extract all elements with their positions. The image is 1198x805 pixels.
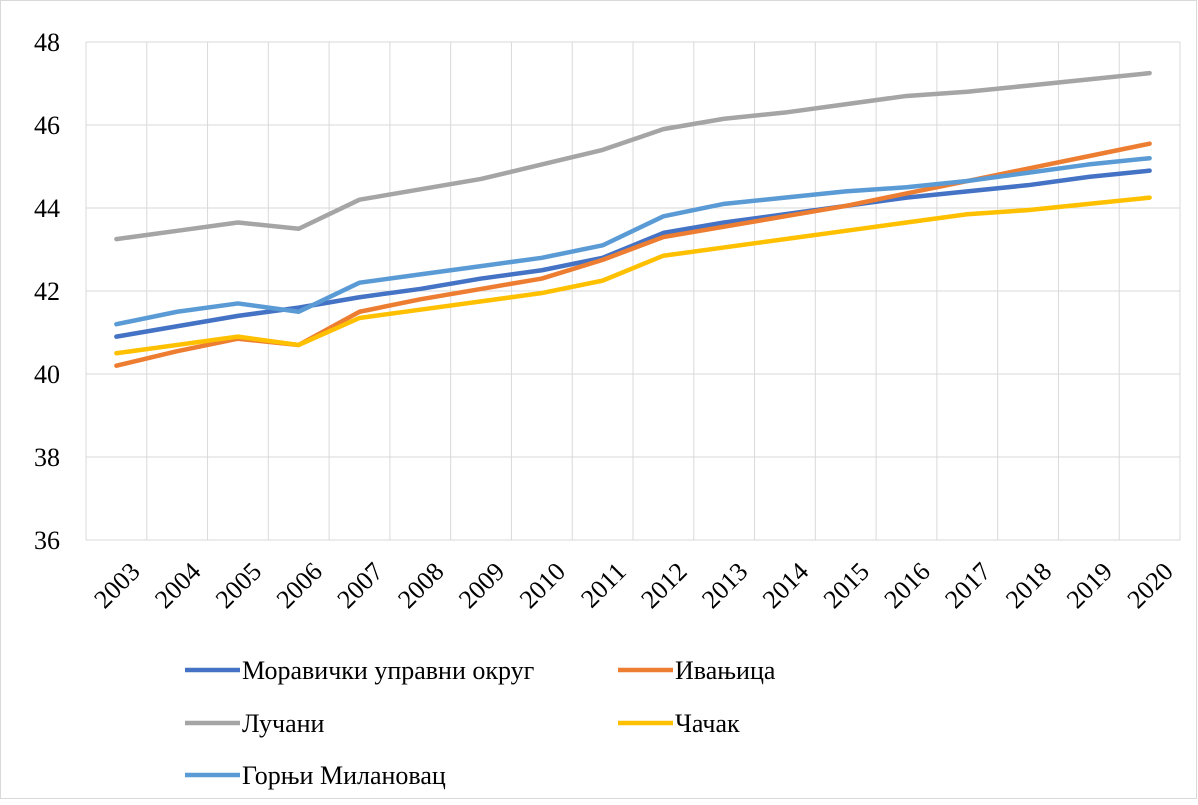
series-line: [114, 195, 1152, 356]
legend-label: Лучани: [242, 709, 325, 738]
y-tick-label: 44: [34, 194, 60, 223]
y-tick-label: 48: [34, 28, 60, 57]
y-tick-label: 36: [34, 526, 60, 555]
y-tick-label: 38: [34, 443, 60, 472]
series-line: [114, 70, 1152, 242]
legend-label: Моравички управни округ: [242, 656, 534, 685]
y-tick-label: 46: [34, 111, 60, 140]
y-tick-label: 42: [34, 277, 60, 306]
series-line: [114, 155, 1152, 327]
legend-label: Горњи Милановац: [242, 761, 446, 790]
legend-label: Ивањица: [675, 656, 776, 685]
legend-label: Чачак: [675, 709, 740, 738]
y-tick-label: 40: [34, 360, 60, 389]
